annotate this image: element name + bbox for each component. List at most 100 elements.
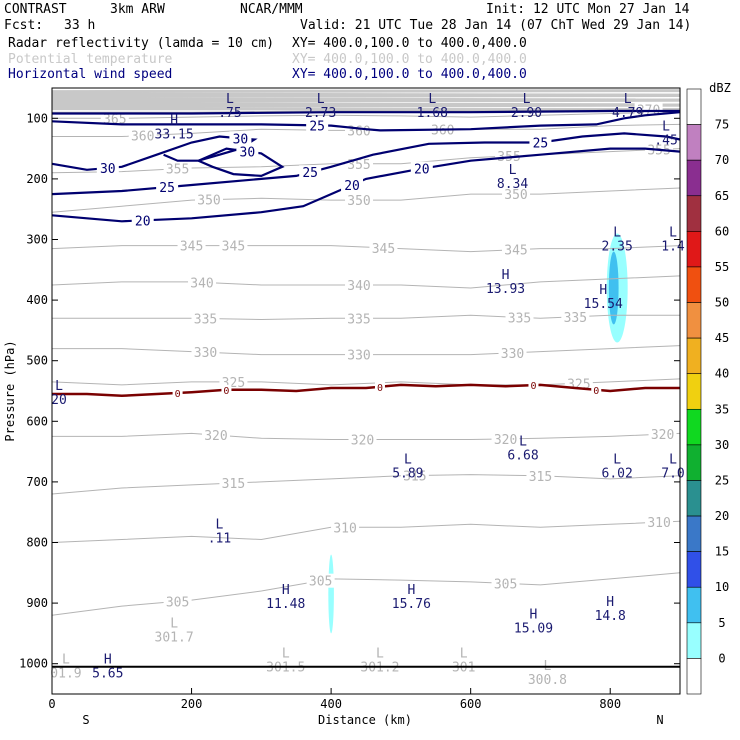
x-tick-label: 800 — [599, 697, 621, 711]
annotation-l-marker: L — [669, 225, 677, 240]
colorbar-swatch — [686, 551, 702, 588]
wind-label-bg — [410, 161, 433, 176]
wind-contour-30 — [198, 147, 285, 178]
annotation-h-marker: H — [599, 283, 607, 298]
annotation-l-marker: L — [216, 518, 224, 533]
theta-label-bg — [645, 515, 674, 530]
annotation-h-marker: H — [606, 595, 614, 610]
annotation-l-marker: L — [226, 92, 234, 107]
field-theta-xy: XY= 400.0,100.0 to 400.0,400.0 — [292, 52, 527, 67]
field-wind-xy: XY= 400.0,100.0 to 400.0,400.0 — [292, 67, 527, 82]
theta-label-330: 330 — [501, 347, 524, 362]
theta-contour-305 — [51, 572, 681, 616]
wind-contour-20 — [51, 147, 681, 223]
theta-label-360: 360 — [431, 124, 454, 139]
colorbar-level-label: 0 — [718, 651, 725, 665]
theta-stack-line — [51, 89, 681, 94]
wind-label-25: 25 — [159, 181, 175, 196]
y-tick-label: 200 — [26, 172, 48, 186]
annotation-l-marker: L — [460, 647, 468, 662]
wind-label-bg — [529, 135, 552, 150]
wind-label-25: 25 — [533, 137, 549, 152]
fcst-value: 33 h — [64, 18, 95, 33]
header-svg: CONTRAST 3km ARW NCAR/MMM Init: 12 UTC M… — [4, 2, 691, 82]
y-tick-label: 1000 — [19, 657, 48, 671]
annotation-l-marker: L — [55, 379, 63, 394]
theta-label-345: 345 — [372, 242, 395, 257]
annotation-value: 6.68 — [507, 449, 538, 464]
wind-label-bg — [306, 118, 329, 133]
plot-frame — [51, 87, 681, 695]
y-tick-label: 400 — [26, 293, 48, 307]
x-tick-label: 400 — [320, 697, 342, 711]
x-left-end-label: S — [82, 713, 89, 727]
theta-label-305: 305 — [166, 595, 189, 610]
theta-label-bg — [163, 161, 192, 176]
theta-label-bg — [502, 242, 531, 257]
y-tick-label: 500 — [26, 354, 48, 368]
freezing-level-label: 0 — [530, 381, 536, 392]
theta-label-bg — [345, 347, 374, 362]
x-axis-label: Distance (km) — [318, 713, 412, 727]
annotation-l-marker: L — [613, 453, 621, 468]
annotation-h-marker: H — [530, 607, 538, 622]
freezing-level-label: 0 — [175, 389, 181, 400]
colorbar-swatch — [686, 302, 702, 339]
colorbar-level-label: 15 — [715, 545, 729, 559]
colorbar-level-label: 20 — [715, 509, 729, 523]
x-tick-label: 0 — [48, 697, 55, 711]
annotation-l-marker: L — [62, 653, 70, 668]
theta-label-bg — [345, 193, 374, 208]
freezing-label-bg — [374, 381, 385, 392]
freezing-level-label: 0 — [377, 383, 383, 394]
annotation-value: 2.35 — [602, 239, 633, 254]
wind-label-bg — [131, 213, 154, 228]
colorbar-swatch — [686, 658, 702, 695]
annotation-value: 2.90 — [511, 106, 542, 121]
colorbar-swatch — [686, 124, 702, 161]
colorbar-level-label: 55 — [715, 260, 729, 274]
freezing-level: 0 0 0 0 0 — [52, 380, 680, 400]
hl-annotations: L.75L2.73L1.68L2.90L4.79L.45H33.15L8.34L… — [50, 92, 685, 688]
theta-label-355: 355 — [647, 144, 670, 159]
x-right-end-label: N — [656, 713, 663, 727]
theta-label-310: 310 — [647, 516, 670, 531]
theta-label-bg — [502, 187, 531, 202]
theta-label-bg — [648, 427, 677, 442]
wind-label-bg — [236, 144, 259, 159]
freezing-level-label: 0 — [223, 386, 229, 397]
theta-label-305: 305 — [309, 575, 332, 590]
freezing-label-bg — [528, 380, 539, 391]
wind-label-30: 30 — [240, 146, 256, 161]
theta-label-335: 335 — [508, 311, 531, 326]
theta-label-bg — [491, 576, 520, 591]
annotation-h-marker: H — [502, 268, 510, 283]
colorbar-swatch — [686, 88, 702, 125]
colorbar-swatch — [686, 195, 702, 232]
theta-label-bg — [491, 431, 520, 446]
theta-label-bg — [526, 468, 555, 483]
x-tick-label: 200 — [181, 697, 203, 711]
theta-label-bg — [634, 102, 663, 117]
annotation-value: 7.0 — [661, 467, 684, 482]
wind-contour-25 — [51, 111, 681, 132]
theta-label-bg — [400, 468, 429, 483]
theta-label-350: 350 — [197, 194, 220, 209]
annotation-value: .45 — [654, 133, 677, 148]
wind-contour-25 — [51, 132, 681, 196]
colorbar-level-label: 35 — [715, 402, 729, 416]
y-tick-label: 300 — [26, 233, 48, 247]
theta-label-330: 330 — [194, 346, 217, 361]
theta-label-bg — [495, 149, 524, 164]
annotation-value: 14.8 — [595, 609, 626, 624]
annotation-l-marker: L — [613, 225, 621, 240]
annotation-l-marker: L — [624, 92, 632, 107]
annotation-value: 15.54 — [584, 297, 623, 312]
theta-label-335: 335 — [564, 311, 587, 326]
annotation-value: 01.9 — [50, 667, 81, 682]
wind-label-25: 25 — [309, 119, 325, 134]
theta-label-bg — [498, 345, 527, 360]
theta-label-bg — [163, 594, 192, 609]
theta-stack-line — [51, 94, 681, 98]
